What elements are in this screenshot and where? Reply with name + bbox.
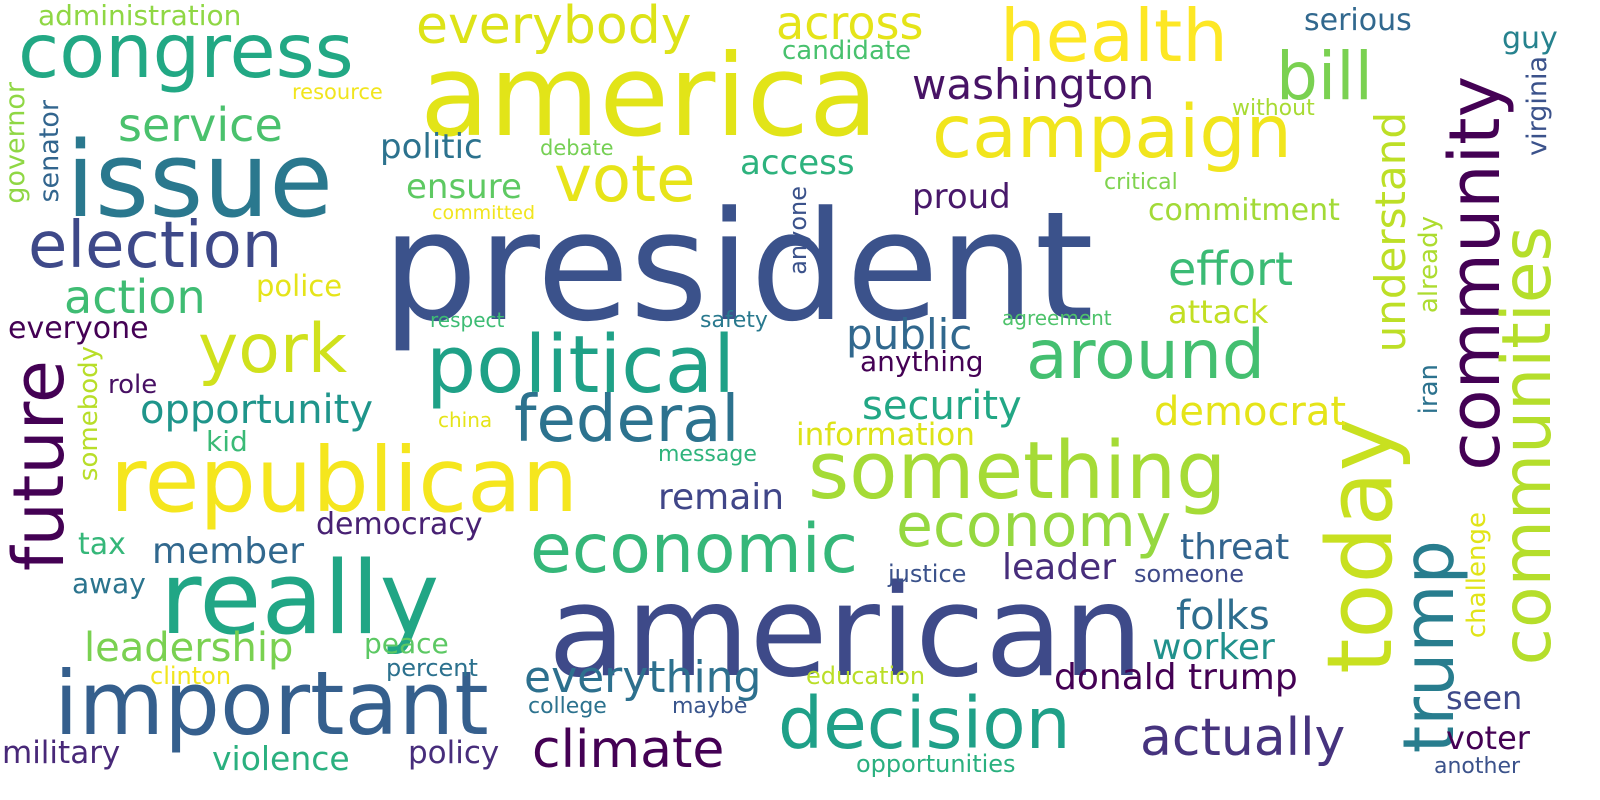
word-information: information (796, 417, 975, 453)
word-american: american (548, 557, 1144, 705)
word-worker: worker (1152, 627, 1275, 668)
word-critical: critical (1104, 170, 1178, 195)
word-public: public (846, 310, 973, 359)
word-senator: senator (34, 100, 65, 203)
word-peace: peace (364, 627, 449, 660)
word-tax: tax (78, 527, 126, 562)
word-politic: politic (380, 127, 483, 167)
word-committed: committed (432, 202, 536, 224)
word-respect: respect (430, 308, 505, 332)
word-voter: voter (1446, 719, 1530, 757)
word-anyone: anyone (784, 186, 812, 275)
word-climate: climate (532, 720, 725, 780)
word-president: president (382, 179, 1094, 355)
word-another: another (1434, 754, 1521, 779)
word-folks: folks (1176, 593, 1270, 639)
word-across: across (776, 0, 924, 50)
word-economy: economy (896, 491, 1172, 561)
word-election: election (28, 209, 283, 283)
word-justice: justice (888, 560, 967, 588)
word-bill: bill (1276, 38, 1373, 115)
word-really: really (160, 539, 440, 657)
word-commitment: commitment (1148, 193, 1340, 228)
word-attack: attack (1168, 293, 1269, 331)
word-congress: congress (18, 7, 354, 95)
word-away: away (72, 567, 146, 600)
word-military: military (2, 735, 121, 771)
word-access: access (740, 143, 855, 183)
word-health: health (1000, 0, 1228, 78)
word-governor: governor (0, 82, 31, 204)
word-safety: safety (700, 308, 768, 333)
word-political: political (426, 319, 736, 411)
word-leader: leader (1002, 547, 1117, 588)
word-education: education (806, 662, 926, 690)
word-member: member (152, 531, 305, 572)
word-action: action (64, 270, 206, 324)
word-anything: anything (860, 345, 984, 378)
word-york: york (198, 310, 348, 389)
word-somebody: somebody (74, 346, 104, 482)
word-everybody: everybody (416, 0, 692, 56)
word-clinton: clinton (150, 662, 232, 690)
word-issue: issue (66, 119, 334, 241)
word-seen: seen (1446, 679, 1523, 717)
word-communities: communities (1488, 226, 1567, 666)
word-serious: serious (1304, 3, 1412, 38)
word-police: police (256, 269, 343, 303)
word-donald-trump: donald trump (1054, 657, 1298, 698)
word-actually: actually (1140, 708, 1346, 768)
word-opportunity: opportunity (140, 387, 374, 433)
word-vote: vote (554, 143, 696, 217)
word-maybe: maybe (672, 694, 748, 719)
word-important: important (54, 652, 489, 755)
word-china: china (438, 408, 493, 432)
word-future: future (0, 360, 80, 572)
word-candidate: candidate (782, 36, 912, 66)
word-around: around (1026, 316, 1266, 395)
word-leadership: leadership (84, 625, 294, 671)
word-message: message (658, 442, 757, 467)
word-understand: understand (1366, 112, 1415, 353)
word-iran: iran (1414, 364, 1444, 415)
word-decision: decision (778, 682, 1071, 765)
word-remain: remain (658, 477, 785, 518)
word-everything: everything (524, 652, 762, 703)
word-republican: republican (110, 428, 579, 532)
word-debate: debate (540, 136, 614, 160)
word-economic: economic (530, 510, 859, 589)
word-already: already (1414, 216, 1444, 314)
word-opportunities: opportunities (856, 750, 1016, 778)
word-kid: kid (206, 425, 248, 458)
word-security: security (862, 383, 1022, 429)
word-violence: violence (212, 739, 350, 778)
word-without: without (1232, 96, 1315, 121)
word-challenge: challenge (1462, 512, 1492, 639)
word-threat: threat (1180, 527, 1290, 568)
word-everyone: everyone (8, 311, 149, 346)
word-percent: percent (386, 654, 478, 682)
word-service: service (118, 98, 283, 152)
word-ensure: ensure (406, 167, 522, 207)
word-democrat: democrat (1154, 389, 1347, 435)
word-virginia: virginia (1522, 56, 1553, 156)
word-something: something (808, 425, 1227, 517)
word-proud: proud (912, 177, 1011, 217)
word-policy: policy (408, 735, 500, 771)
word-college: college (528, 694, 607, 719)
word-guy: guy (1502, 21, 1558, 56)
word-administration: administration (38, 0, 242, 32)
word-someone: someone (1134, 560, 1244, 588)
word-effort: effort (1168, 242, 1294, 296)
word-federal: federal (514, 383, 740, 457)
word-role: role (108, 370, 158, 400)
word-democracy: democracy (316, 507, 483, 542)
word-campaign: campaign (932, 90, 1292, 175)
word-america: america (420, 30, 879, 162)
word-agreement: agreement (1002, 306, 1112, 330)
word-washington: washington (912, 60, 1155, 109)
word-resource: resource (292, 80, 383, 104)
